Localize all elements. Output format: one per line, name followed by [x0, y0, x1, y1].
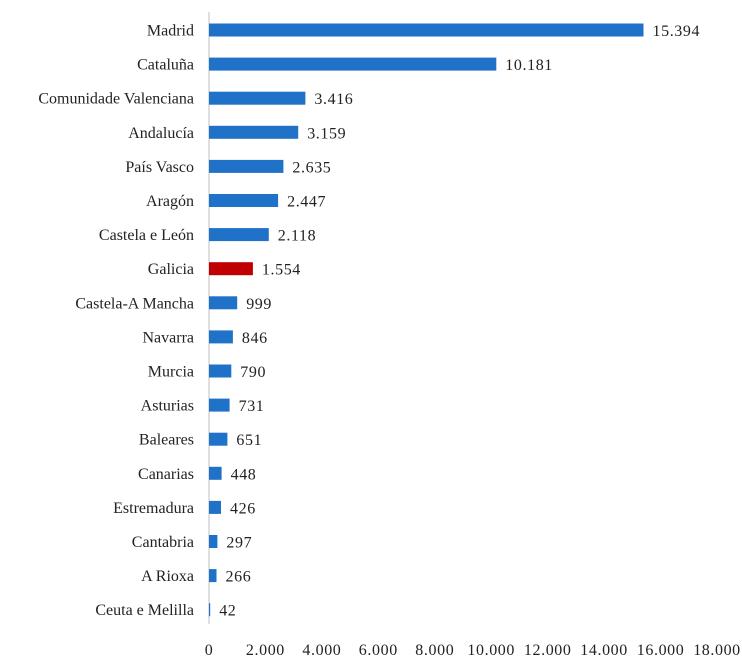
category-label: Cantabria — [132, 534, 194, 551]
bars-layer — [209, 23, 644, 617]
bar-6 — [209, 228, 269, 242]
category-label: Aragón — [146, 193, 194, 210]
axis-layer: 0 2.000 4.000 6.000 8.000 10.000 12.000 14.000 1… — [205, 12, 741, 658]
x-tick-label: 16.000 — [637, 642, 685, 658]
value-label: 2.118 — [278, 228, 316, 245]
bar-1 — [209, 57, 497, 71]
value-label: 3.159 — [307, 125, 346, 142]
value-label: 1.554 — [262, 262, 301, 279]
bar-14 — [209, 500, 221, 514]
bar-11 — [209, 398, 230, 412]
category-label: Castela e León — [99, 227, 194, 244]
value-label: 15.394 — [653, 23, 701, 40]
value-label: 10.181 — [505, 57, 553, 74]
value-label: 2.635 — [292, 159, 331, 176]
bar-3 — [209, 125, 299, 139]
bar-0 — [209, 23, 644, 37]
value-label: 448 — [231, 466, 257, 483]
value-label: 2.447 — [287, 194, 326, 211]
category-label: Canarias — [138, 466, 194, 483]
category-label: Baleares — [139, 432, 194, 449]
x-tick-label: 2.000 — [246, 642, 285, 658]
category-label: Andalucía — [128, 125, 194, 142]
bar-16 — [209, 569, 217, 583]
bar-17 — [209, 603, 211, 617]
category-label: Navarra — [142, 329, 194, 346]
bar-10 — [209, 364, 232, 378]
category-label: Comunidade Valenciana — [38, 91, 194, 108]
value-label: 426 — [230, 500, 256, 517]
x-tick-label: 6.000 — [359, 642, 398, 658]
category-label: Castela-A Mancha — [75, 295, 194, 312]
value-label: 790 — [240, 364, 266, 381]
value-label: 651 — [236, 432, 262, 449]
value-label: 42 — [219, 603, 236, 620]
value-label: 297 — [226, 535, 252, 552]
category-label: A Rioxa — [141, 568, 194, 585]
x-tick-label: 10.000 — [467, 642, 515, 658]
category-label: Galicia — [148, 261, 194, 278]
labels-layer: Madrid 15.394 Cataluña 10.181 Comunidade Val… — [38, 23, 701, 620]
category-label: Murcia — [148, 364, 194, 381]
bar-5 — [209, 194, 279, 207]
category-label: Asturias — [141, 398, 194, 415]
bar-9 — [209, 330, 233, 344]
x-tick-label: 0 — [205, 642, 214, 658]
bar-7 — [209, 262, 253, 276]
category-label: Madrid — [147, 23, 194, 40]
bar-12 — [209, 432, 228, 446]
bar-13 — [209, 466, 222, 480]
x-tick-label: 4.000 — [302, 642, 341, 658]
category-label: Ceuta e Melilla — [95, 602, 194, 619]
bar-4 — [209, 159, 284, 173]
category-label: País Vasco — [125, 159, 194, 176]
bar-8 — [209, 296, 238, 310]
category-label: Estremadura — [113, 500, 194, 517]
value-label: 731 — [239, 398, 265, 415]
category-label: Cataluña — [137, 57, 194, 74]
x-tick-label: 12.000 — [524, 642, 572, 658]
bar-15 — [209, 535, 218, 548]
value-label: 846 — [242, 330, 268, 347]
x-tick-label: 18.000 — [693, 642, 741, 658]
value-label: 266 — [226, 569, 252, 586]
value-label: 999 — [246, 296, 272, 313]
value-label: 3.416 — [314, 91, 353, 108]
bar-2 — [209, 91, 306, 105]
x-tick-label: 8.000 — [415, 642, 454, 658]
x-tick-label: 14.000 — [580, 642, 628, 658]
